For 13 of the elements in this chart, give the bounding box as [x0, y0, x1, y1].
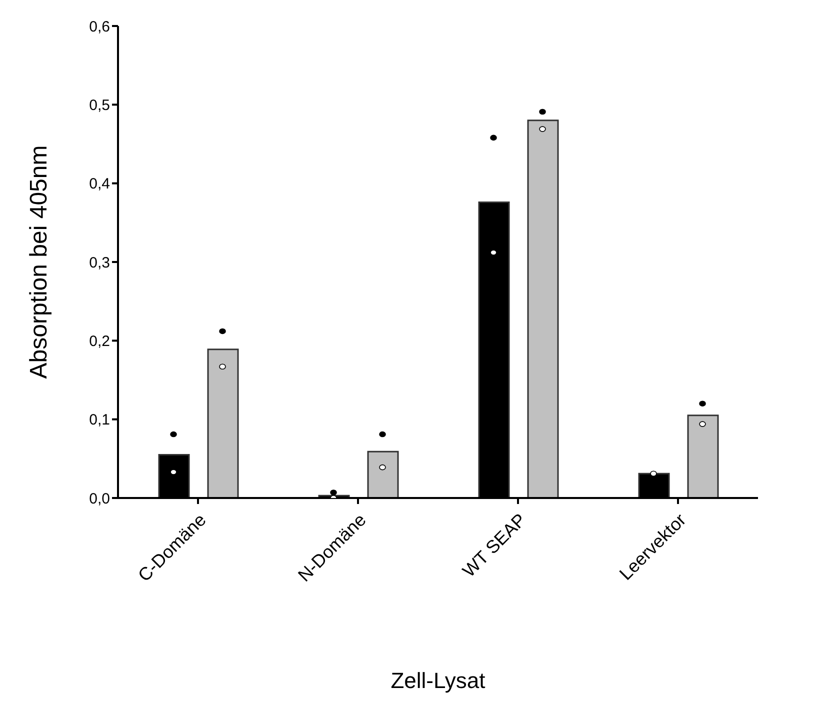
y-tick-label: 0,6: [89, 18, 110, 36]
bar: [207, 348, 239, 498]
y-tick-label: 0,0: [89, 490, 110, 508]
y-tick-label: 0,1: [89, 412, 110, 429]
y-tick-label: 0,3: [89, 254, 110, 272]
bar: [527, 120, 559, 498]
y-tick-label: 0,5: [89, 96, 110, 114]
y-tick-label: 0,2: [89, 332, 110, 350]
y-axis-title: Absorption bei 405nm: [26, 145, 53, 379]
x-axis-title: Zell-Lysat: [390, 668, 486, 693]
bar: [367, 450, 399, 498]
bar: [687, 414, 719, 498]
y-tick-label: 0,4: [89, 176, 110, 193]
